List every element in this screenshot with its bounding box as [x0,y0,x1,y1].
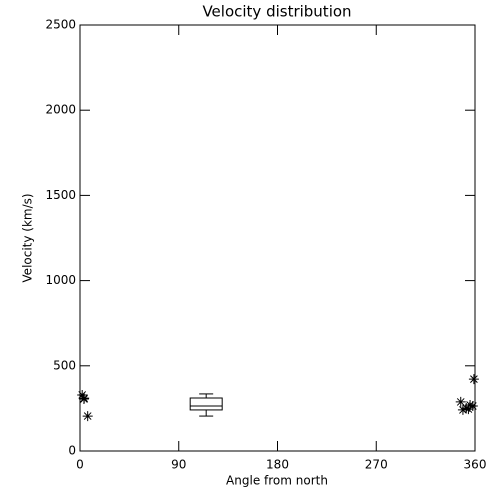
x-tick-label: 360 [464,458,487,472]
y-tick-label: 0 [68,444,76,458]
y-tick-label: 2000 [45,103,76,117]
point [82,411,93,422]
point [465,399,476,410]
y-tick-label: 1000 [45,273,76,287]
point [468,374,479,385]
x-tick-label: 270 [365,458,388,472]
x-axis-label: Angle from north [226,474,328,488]
x-tick-label: 0 [76,458,84,472]
box-body [189,397,223,411]
y-tick-label: 2500 [45,18,76,32]
point [463,404,474,415]
point [77,389,88,400]
point [457,404,468,415]
chart-title: Velocity distribution [202,3,351,21]
y-axis-label: Velocity (km/s) [21,193,35,282]
plot-frame [79,24,476,452]
y-tick-label: 500 [53,358,76,372]
y-tick-label: 1500 [45,188,76,202]
point [461,403,472,414]
point [467,401,478,412]
point [79,393,90,404]
x-tick-label: 90 [171,458,186,472]
point [455,396,466,407]
x-tick-label: 180 [266,458,289,472]
